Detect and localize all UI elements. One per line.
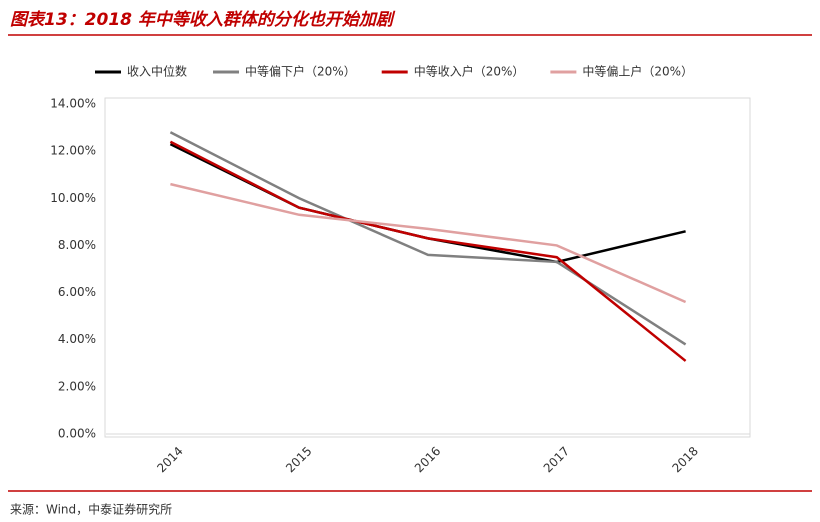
y-tick-label: 10.00%: [50, 191, 96, 205]
x-tick-label: 2018: [669, 444, 700, 475]
series-line: [169, 131, 687, 346]
legend-label: 收入中位数: [127, 64, 187, 79]
x-tick-label: 2016: [412, 444, 443, 475]
y-tick-label: 12.00%: [50, 144, 96, 158]
legend-label: 中等偏下户（20%）: [245, 64, 356, 79]
y-tick-label: 14.00%: [50, 97, 96, 111]
y-tick-label: 4.00%: [58, 332, 96, 346]
legend-label: 中等偏上户（20%）: [582, 64, 693, 79]
x-tick-label: 2017: [541, 444, 572, 475]
source: 来源：Wind，中泰证券研究所: [10, 502, 172, 517]
series-line: [169, 140, 687, 362]
y-tick-label: 2.00%: [58, 379, 96, 393]
chart-title: 图表13：2018 年中等收入群体的分化也开始加剧: [10, 10, 396, 30]
plot-frame: [104, 97, 751, 438]
legend-label: 中等收入户（20%）: [414, 64, 525, 79]
x-tick-label: 2014: [154, 444, 185, 475]
y-tick-label: 0.00%: [58, 427, 96, 441]
y-tick-label: 8.00%: [58, 238, 96, 252]
x-tick-label: 2015: [283, 444, 314, 475]
series-line: [170, 182, 687, 304]
y-tick-label: 6.00%: [58, 285, 96, 299]
